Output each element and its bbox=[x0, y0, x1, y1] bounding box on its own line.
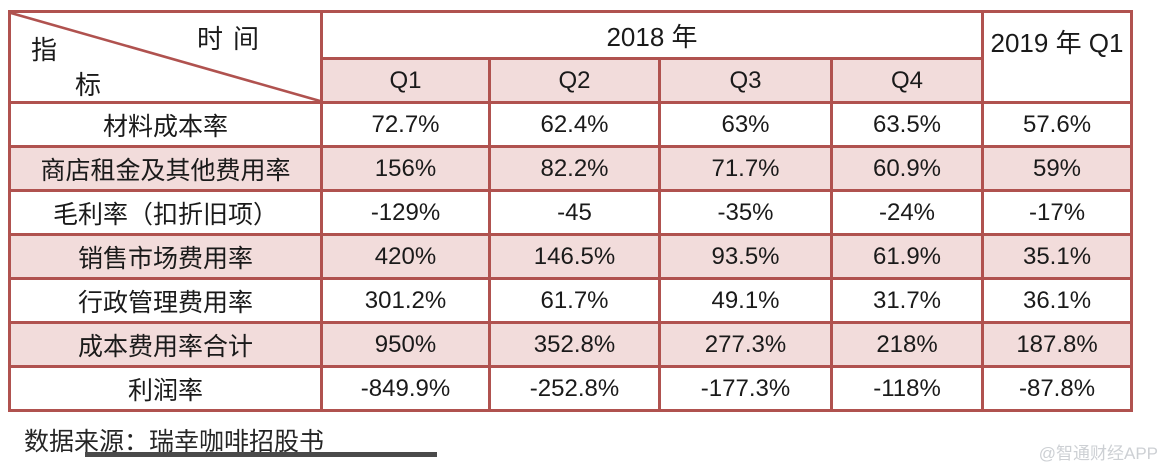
cell-value: -87.8% bbox=[981, 365, 1134, 412]
cell-value: 60.9% bbox=[829, 145, 985, 192]
cell-value: 146.5% bbox=[488, 233, 661, 280]
cell-value: -129% bbox=[320, 189, 491, 236]
source-note: 数据来源：瑞幸咖啡招股书 bbox=[24, 429, 325, 456]
cell-value: 49.1% bbox=[658, 277, 833, 324]
year-2018-header: 2018 年 bbox=[319, 10, 985, 60]
cell-value: -17% bbox=[981, 189, 1134, 236]
corner-header-cell: 时间 指 标 bbox=[8, 10, 323, 104]
cell-value: 71.7% bbox=[658, 145, 833, 192]
cell-value: 93.5% bbox=[658, 233, 833, 280]
table-row: 成本费用率合计 950% 352.8% 277.3% 218% 187.8% bbox=[8, 321, 1134, 368]
cell-value: 218% bbox=[829, 321, 985, 368]
corner-label-indicator-char2: 标 bbox=[75, 71, 102, 100]
table-row: 销售市场费用率 420% 146.5% 93.5% 61.9% 35.1% bbox=[8, 233, 1134, 280]
quarter-header-q4: Q4 bbox=[829, 57, 985, 104]
cell-value: 187.8% bbox=[981, 321, 1134, 368]
quarter-header-q3: Q3 bbox=[658, 57, 833, 104]
cell-value: 420% bbox=[320, 233, 491, 280]
cell-value: 950% bbox=[320, 321, 491, 368]
cell-value: 352.8% bbox=[488, 321, 661, 368]
cell-value: -177.3% bbox=[658, 365, 833, 412]
table-row: 材料成本率 72.7% 62.4% 63% 63.5% 57.6% bbox=[8, 101, 1134, 148]
quarter-header-q1: Q1 bbox=[320, 57, 491, 104]
cell-value: -118% bbox=[829, 365, 985, 412]
cell-value: -35% bbox=[658, 189, 833, 236]
row-label: 毛利率（扣折旧项） bbox=[8, 189, 323, 236]
year-2019-q1-header: 2019 年 Q1 bbox=[981, 10, 1134, 104]
header-row-years: 时间 指 标 2018 年 2019 年 Q1 bbox=[8, 10, 1134, 104]
watermark: @智通财经APP bbox=[1038, 444, 1158, 463]
row-label: 销售市场费用率 bbox=[8, 233, 323, 280]
row-label: 利润率 bbox=[8, 365, 323, 412]
cell-value: -252.8% bbox=[488, 365, 661, 412]
diagonal-divider bbox=[11, 13, 320, 101]
cell-value: 62.4% bbox=[488, 101, 661, 148]
cell-value: 301.2% bbox=[320, 277, 491, 324]
corner-label-indicator-char1: 指 bbox=[31, 36, 58, 65]
row-label: 行政管理费用率 bbox=[8, 277, 323, 324]
cutoff-text-bar bbox=[85, 452, 437, 457]
cell-value: 61.9% bbox=[829, 233, 985, 280]
row-label: 成本费用率合计 bbox=[8, 321, 323, 368]
cell-value: 59% bbox=[981, 145, 1134, 192]
table-row: 商店租金及其他费用率 156% 82.2% 71.7% 60.9% 59% bbox=[8, 145, 1134, 192]
data-table: 时间 指 标 2018 年 2019 年 Q1 Q1 Q2 Q3 Q4 材料成本… bbox=[8, 10, 1134, 412]
corner-label-time: 时间 bbox=[197, 25, 270, 54]
cell-value: 277.3% bbox=[658, 321, 833, 368]
cell-value: -45 bbox=[488, 189, 661, 236]
row-label: 商店租金及其他费用率 bbox=[8, 145, 323, 192]
cell-value: 35.1% bbox=[981, 233, 1134, 280]
cell-value: 57.6% bbox=[981, 101, 1134, 148]
cell-value: 72.7% bbox=[320, 101, 491, 148]
cell-value: 63.5% bbox=[829, 101, 985, 148]
row-label: 材料成本率 bbox=[8, 101, 323, 148]
cell-value: -849.9% bbox=[320, 365, 491, 412]
table-body: 材料成本率 72.7% 62.4% 63% 63.5% 57.6% 商店租金及其他费用率 15… bbox=[8, 101, 1134, 412]
cell-value: 61.7% bbox=[488, 277, 661, 324]
cell-value: 31.7% bbox=[829, 277, 985, 324]
table-row: 行政管理费用率 301.2% 61.7% 49.1% 31.7% 36.1% bbox=[8, 277, 1134, 324]
header-row-quarters: Q1 Q2 Q3 Q4 bbox=[10, 57, 1132, 104]
cell-value: 156% bbox=[320, 145, 491, 192]
cell-value: -24% bbox=[829, 189, 985, 236]
quarter-header-q2: Q2 bbox=[488, 57, 661, 104]
table-row: 利润率 -849.9% -252.8% -177.3% -118% -87.8% bbox=[8, 365, 1134, 412]
table-row: 毛利率（扣折旧项） -129% -45 -35% -24% -17% bbox=[8, 189, 1134, 236]
cell-value: 82.2% bbox=[488, 145, 661, 192]
cell-value: 63% bbox=[658, 101, 833, 148]
cell-value: 36.1% bbox=[981, 277, 1134, 324]
